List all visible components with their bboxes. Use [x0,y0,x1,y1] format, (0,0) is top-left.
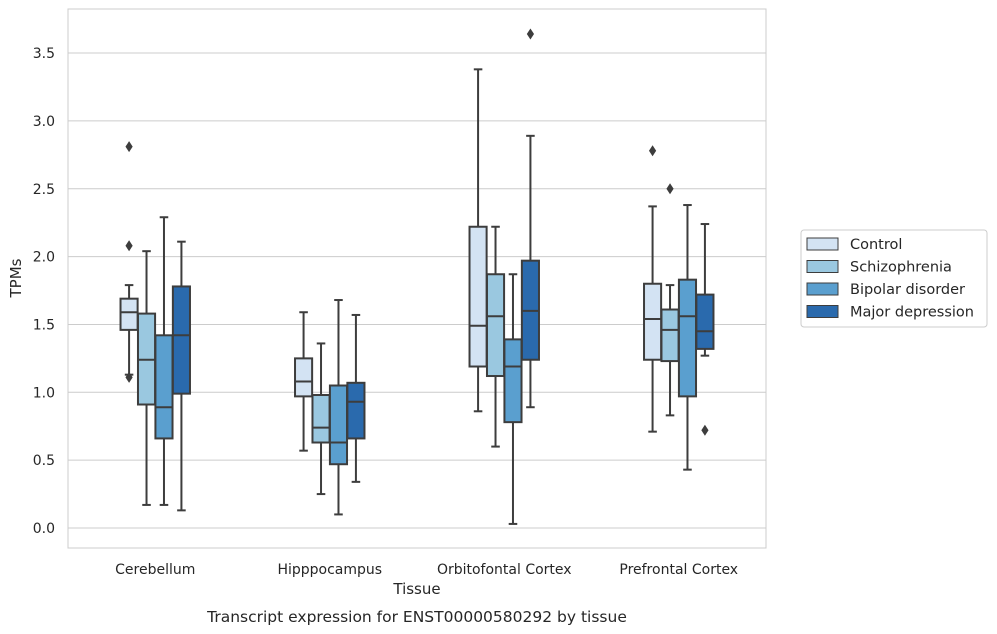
x-tick-label: Cerebellum [115,562,195,578]
box-iqr [643,282,663,361]
x-tick-label: Prefrontal Cortex [619,562,738,578]
x-tick-label: Hipppocampus [277,562,382,578]
y-tick-label: 0.5 [33,453,55,469]
box-iqr [311,394,331,444]
box-bipolar-disorder [328,299,349,516]
legend-frame [800,229,988,328]
chart-caption: Transcript expression for ENST0000058029… [206,608,627,626]
box-bipolar-disorder [154,216,174,506]
box-layer [119,28,715,525]
box-major-depression [520,28,540,409]
outlier-point [666,183,674,195]
y-axis-label: TPMs [7,258,25,298]
plot-frame [67,8,767,549]
box-iqr [346,381,366,440]
box-major-depression [171,240,191,512]
box-control [643,145,663,433]
box-iqr [328,384,349,466]
y-tick-label: 3.0 [33,114,55,130]
y-tick-label: 2.5 [33,182,55,198]
legend-label: Control [850,237,902,253]
box-control [294,311,314,452]
box-iqr [660,308,680,363]
outlier-point [701,424,709,436]
box-iqr [119,297,139,331]
y-tick-label: 1.5 [33,317,55,333]
legend-label: Schizophrenia [850,260,952,276]
box-bipolar-disorder [503,273,523,525]
box-iqr [294,357,314,398]
outlier-point [125,371,133,383]
outlier-point [648,145,657,157]
legend-label: Major depression [850,305,974,321]
box-iqr [468,225,488,368]
box-major-depression [695,223,715,436]
box-schizophrenia [136,250,157,506]
x-tick-labels: Cerebellum Hipppocampus Orbitofontal Corte… [115,562,738,578]
legend: Control Schizophrenia Bipolar disorder Majo… [800,229,988,328]
y-tick-label: 3.5 [33,46,55,62]
box-major-depression [346,313,366,483]
legend-swatch [806,305,839,318]
box-iqr [154,334,174,440]
box-schizophrenia [660,183,680,417]
box-schizophrenia [485,225,506,448]
outlier-point [125,141,133,153]
box-iqr [503,338,523,424]
outlier-point [526,28,535,40]
outlier-point [125,240,133,252]
box-iqr [695,293,715,350]
box-iqr [171,285,191,395]
y-tick-label: 0.0 [33,521,55,537]
legend-swatch [806,237,839,251]
box-iqr [485,273,506,378]
box-iqr [677,278,698,398]
y-tick-label: 2.0 [33,250,55,266]
legend-swatch [806,282,839,296]
box-bipolar-disorder [677,204,698,471]
legend-swatch [806,260,839,273]
x-axis-label: Tissue [392,580,440,598]
box-control [119,141,139,383]
legend-label: Bipolar disorder [850,282,965,298]
x-tick-label: Orbitofontal Cortex [437,562,572,578]
box-schizophrenia [311,342,331,496]
y-tick-labels: 0.0 0.5 1.0 1.5 2.0 2.5 3.0 3.5 [33,46,55,537]
y-tick-label: 1.0 [33,385,55,401]
